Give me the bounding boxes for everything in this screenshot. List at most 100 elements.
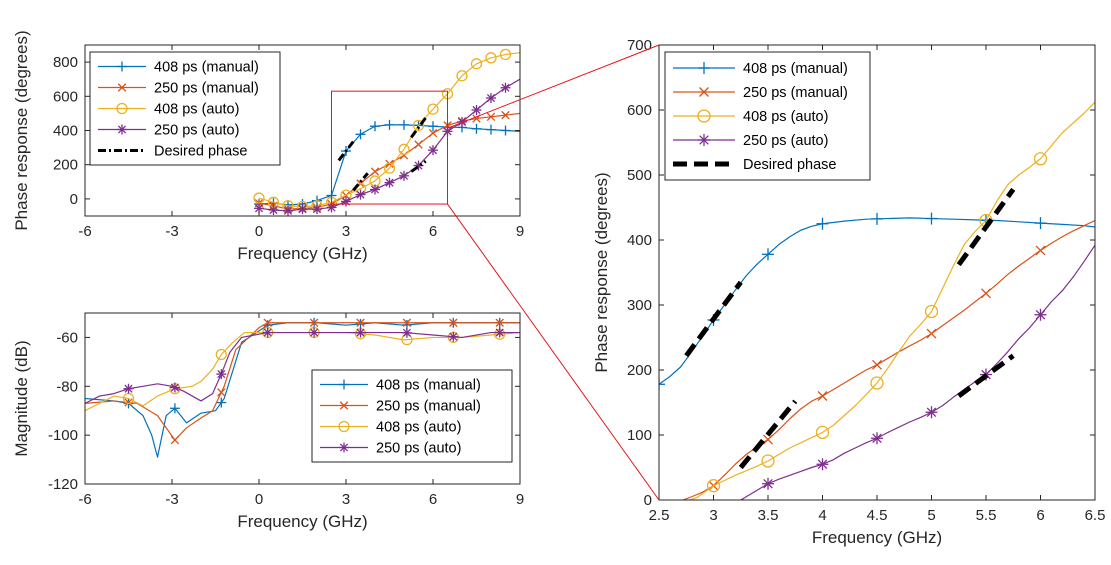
legend-250-ps-manual-marker <box>339 401 349 410</box>
series-408-ps-manual-marker <box>355 129 366 140</box>
zoom-connector-top <box>447 44 660 129</box>
series-408-ps-manual-marker <box>216 397 227 408</box>
legend-250-ps-manual-marker <box>117 83 127 92</box>
x-tick-label: 0 <box>255 223 263 240</box>
series-408-ps-auto-marker <box>470 58 483 70</box>
legend-entry-408-ps-manual: 408 ps (manual) <box>320 378 481 394</box>
legend-label: 408 ps (manual) <box>154 60 259 76</box>
series-250-ps-auto-marker <box>355 189 366 200</box>
series-250-ps-manual-marker <box>217 388 226 397</box>
series-250-ps-manual-marker <box>926 328 937 339</box>
series-250-ps-auto-marker <box>486 93 496 104</box>
legend-entry-250-ps-manual: 250 ps (manual) <box>98 81 259 97</box>
legend-entry-408-ps-manual: 408 ps (manual) <box>98 60 259 76</box>
series-250-ps-auto-marker <box>471 104 482 115</box>
series-250-ps-manual-marker <box>402 318 412 327</box>
series-250-ps-auto-marker <box>384 177 395 188</box>
phase-response-chart: -6 -3 0 3 6 9 0 200 400 600 800 Frequency (GHz) Phas… <box>12 30 524 263</box>
x-tick-label: 0 <box>255 491 263 508</box>
series-250-ps-auto-marker <box>871 432 883 445</box>
y-tick-label: 800 <box>53 54 78 71</box>
series-408-ps-auto-marker <box>761 454 775 468</box>
series-408-ps-manual-marker <box>871 212 883 225</box>
axis-ticks: -6 -3 0 3 6 9 0 200 400 600 800 <box>53 45 524 240</box>
legend-408-ps-manual-marker <box>339 379 349 390</box>
zoom-region-box <box>331 90 448 205</box>
y-tick-label: 200 <box>53 157 78 174</box>
legend-408-ps-auto-marker <box>697 109 711 123</box>
y-tick-label: 400 <box>627 232 652 249</box>
series-250-ps-auto <box>85 327 520 404</box>
axis-ticks: 2.5 3 3.5 4 4.5 5 5.5 6 6.5 0 100 200 300 400 500 600 70… <box>627 37 1105 524</box>
y-tick-label: 100 <box>627 427 652 444</box>
series-250-ps-auto-marker <box>123 383 134 394</box>
series-250-ps-manual-marker <box>414 140 423 149</box>
legend-408-ps-auto-marker <box>338 420 350 433</box>
series-desired-phase <box>337 116 427 192</box>
legend: 408 ps (manual) 250 ps (manual) 408 ps (au… <box>311 369 513 463</box>
series-250-ps-manual-marker <box>449 318 458 327</box>
series-250-ps-manual-marker <box>309 318 319 327</box>
series-408-ps-manual-marker <box>370 121 380 132</box>
y-axis-label: Phase response (degrees) <box>12 30 31 230</box>
series-250-ps-manual-marker <box>428 128 438 138</box>
x-tick-label: 6 <box>1036 507 1044 524</box>
legend-entry-250-ps-manual: 250 ps (manual) <box>320 399 481 415</box>
series-250-ps-auto-marker <box>169 382 180 393</box>
y-tick-label: 0 <box>70 191 78 208</box>
series-408-ps-manual-marker <box>659 378 665 391</box>
series-desired-phase-segment <box>410 160 427 173</box>
y-tick-label: -100 <box>48 427 78 444</box>
x-tick-label: -6 <box>78 491 91 508</box>
series-408-ps-manual-marker <box>355 318 366 329</box>
series-250-ps-manual-marker <box>356 318 365 327</box>
legend-408-ps-manual-marker <box>117 61 127 72</box>
series-250-ps-auto-marker <box>312 204 322 215</box>
legend-label: 250 ps (auto) <box>743 133 828 149</box>
legend-label: 250 ps (manual) <box>154 81 259 97</box>
x-tick-label: -3 <box>165 223 178 240</box>
axes-box <box>84 312 521 485</box>
series-250-ps-manual-marker <box>486 112 496 122</box>
legend-entry-408-ps-manual: 408 ps (manual) <box>673 61 848 77</box>
series-250-ps-auto-marker <box>494 327 505 338</box>
series-408-ps-auto-marker <box>499 48 512 61</box>
series-250-ps-manual-marker <box>385 159 394 169</box>
series-408-ps-auto-marker <box>427 103 439 115</box>
legend: 408 ps (manual) 250 ps (manual) 408 ps (au… <box>664 51 871 181</box>
x-tick-label: -3 <box>165 491 178 508</box>
x-tick-label: 3 <box>342 223 350 240</box>
legend-entry-250-ps-auto: 250 ps (auto) <box>98 123 239 139</box>
series-250-ps-auto-line <box>740 244 1095 500</box>
y-tick-label: 700 <box>627 37 652 54</box>
series-250-ps-auto-marker <box>401 327 412 338</box>
series-408-ps-auto-marker <box>870 376 884 390</box>
magnitude-chart: -6 -3 0 3 6 9 -120 -100 -80 -60 Frequency (GHz) Mag… <box>12 312 524 531</box>
series-250-ps-manual-marker <box>981 288 991 299</box>
series-408-ps-auto-marker <box>383 162 396 174</box>
series-250-ps-manual-marker <box>495 318 504 327</box>
series-250-ps-auto-marker <box>262 327 273 338</box>
series-250-ps-manual-line <box>682 219 1095 500</box>
legend-entry-250-ps-auto: 250 ps (auto) <box>320 441 461 457</box>
series-408-ps-manual-marker <box>486 124 496 135</box>
series-408-ps-manual-marker <box>384 119 395 130</box>
plot-series <box>253 48 520 216</box>
series-250-ps-manual-marker <box>263 318 272 327</box>
series-250-ps-auto-marker <box>341 196 351 207</box>
series-250-ps-auto-marker <box>216 369 227 380</box>
x-tick-label: -6 <box>78 223 91 240</box>
series-desired-phase-segment <box>684 280 743 358</box>
x-tick-label: 2.5 <box>649 507 670 524</box>
legend-entry-250-ps-manual: 250 ps (manual) <box>673 85 848 101</box>
series-408-ps-auto-marker <box>215 348 227 361</box>
series-408-ps-manual-marker <box>169 403 180 414</box>
y-tick-label: 400 <box>53 123 78 140</box>
x-tick-label: 9 <box>516 223 524 240</box>
legend-250-ps-auto-marker <box>698 134 710 146</box>
legend-label: 408 ps (auto) <box>743 109 828 125</box>
series-250-ps-manual-marker <box>817 391 828 401</box>
x-tick-label: 6 <box>429 491 437 508</box>
series-250-ps-auto-marker <box>254 203 264 214</box>
legend-label: 250 ps (manual) <box>376 399 481 415</box>
